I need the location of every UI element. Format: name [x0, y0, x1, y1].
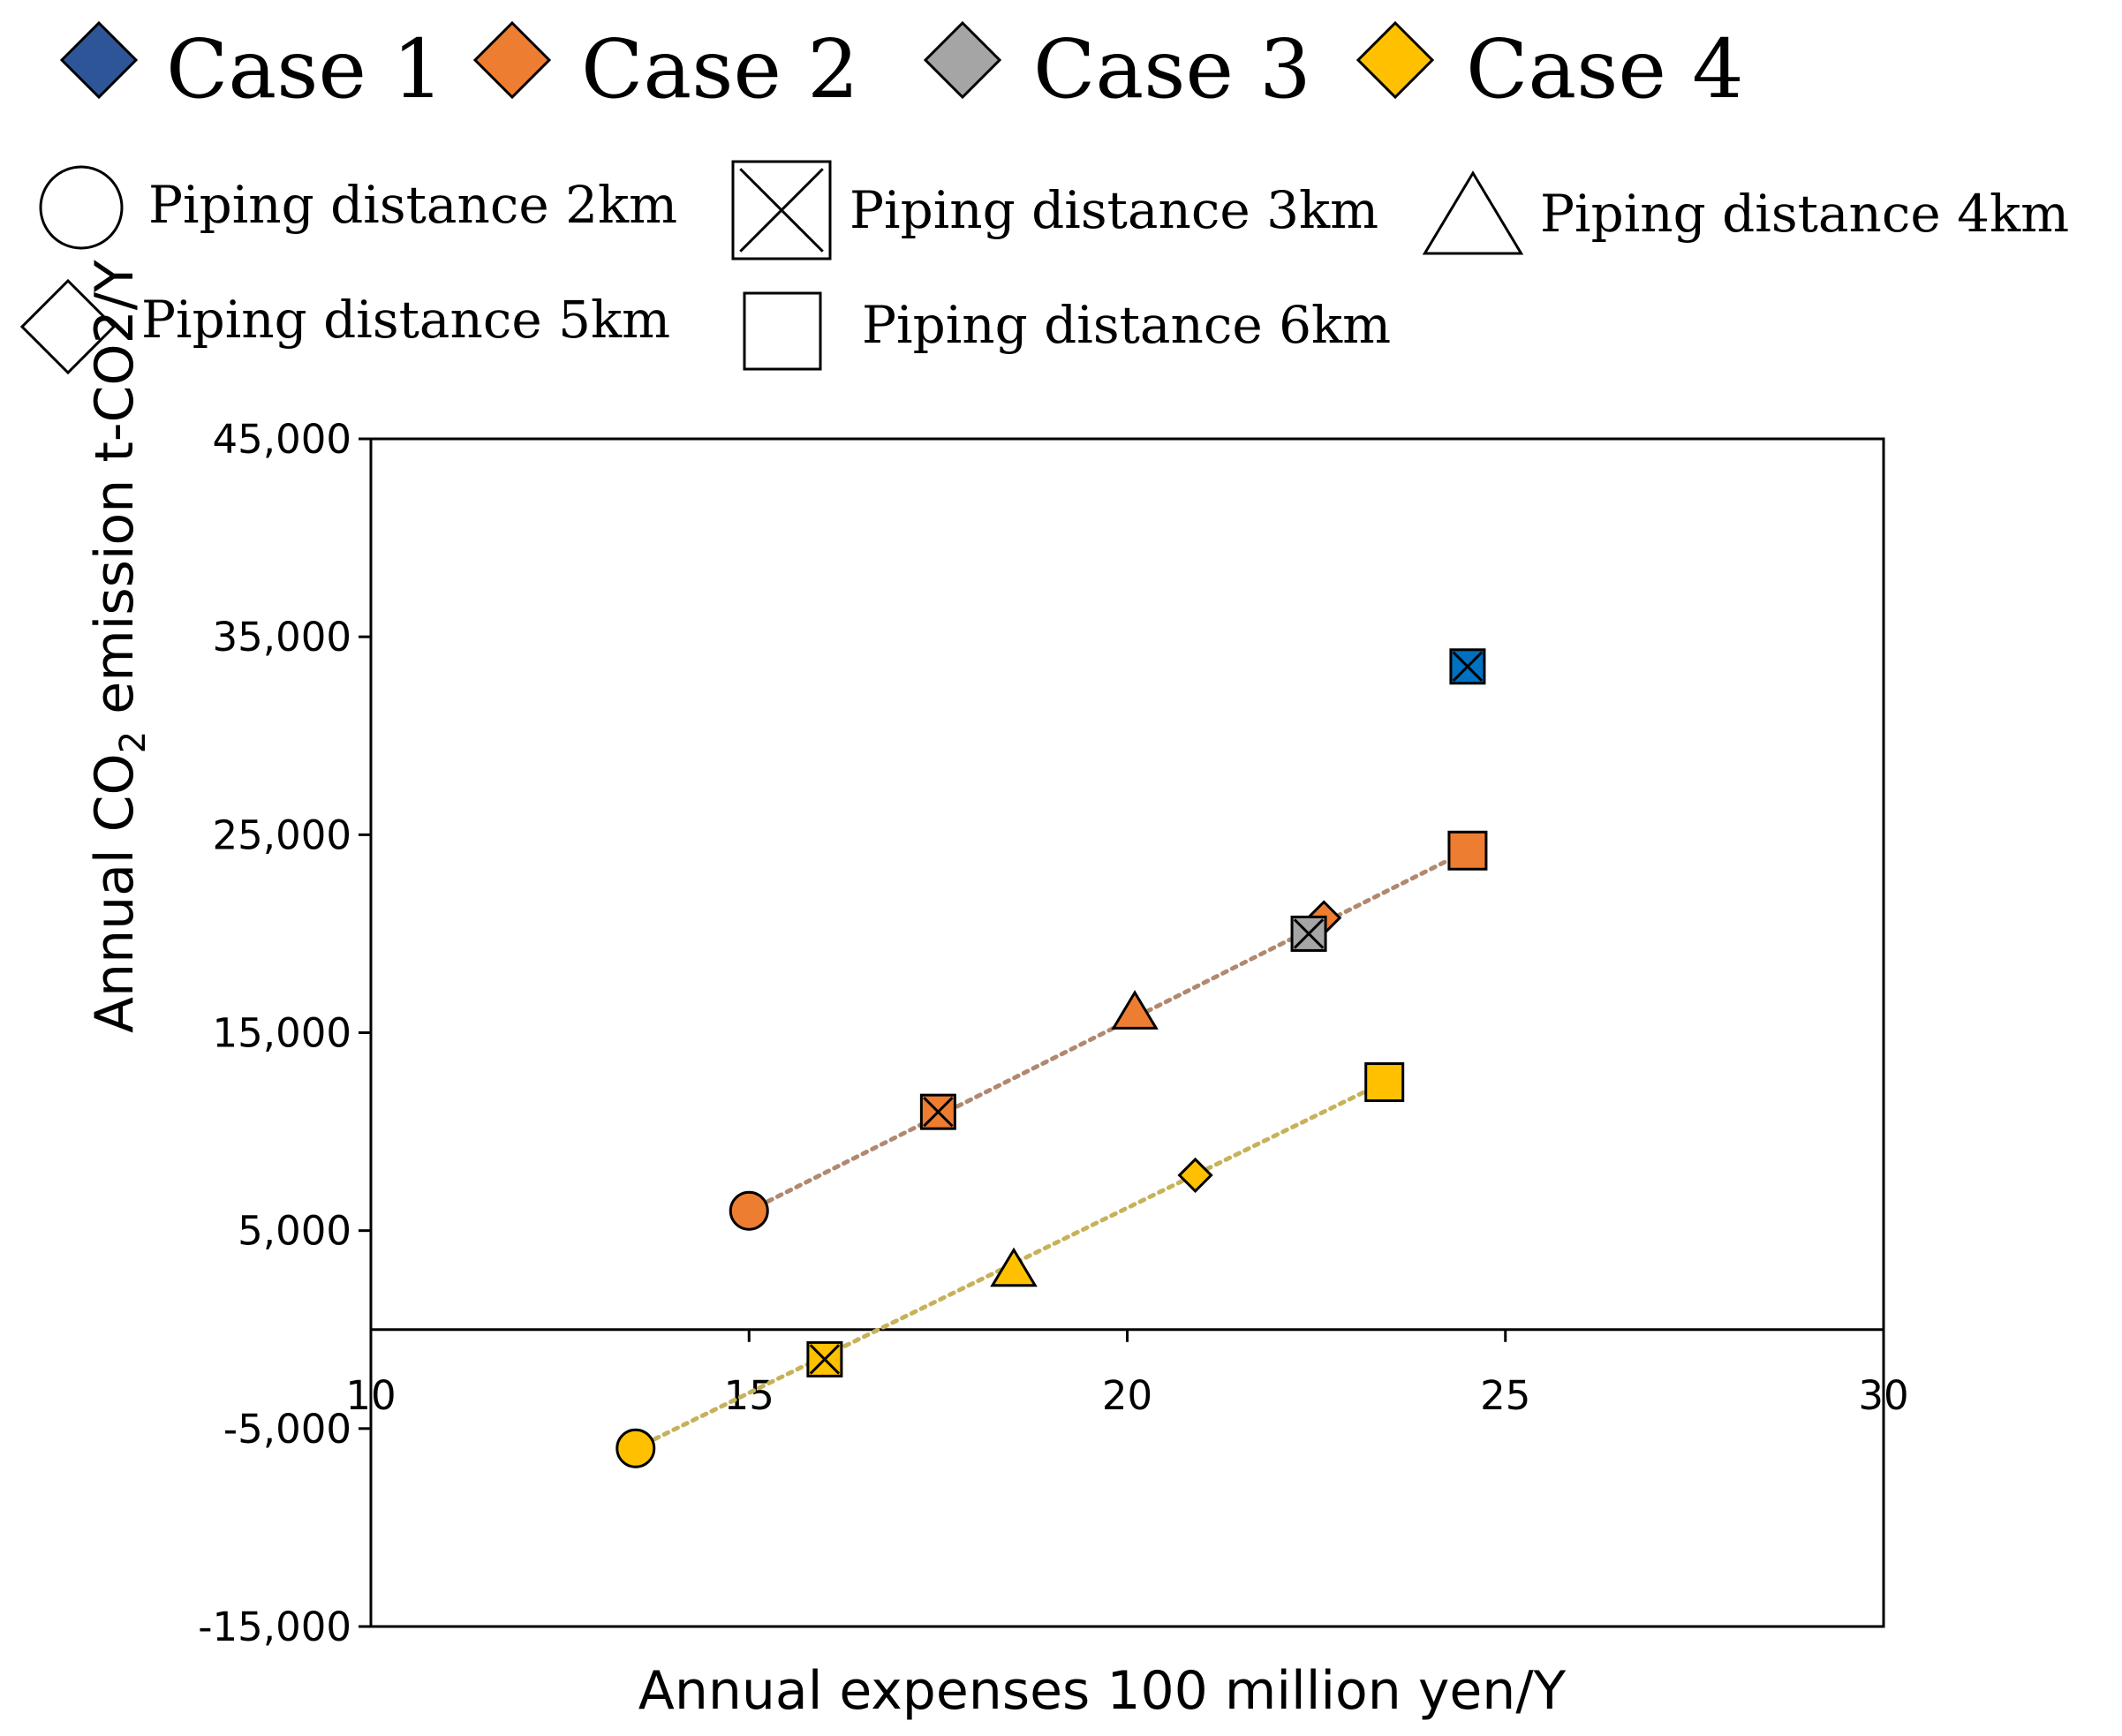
- data-point-case-4: [1364, 1062, 1405, 1103]
- legend-marker-circle: [39, 165, 124, 250]
- data-point-case-3: [1290, 915, 1327, 952]
- legend-marker-square: [743, 291, 822, 371]
- data-point-case-2: [919, 1093, 956, 1130]
- y-tick-label: -15,000: [198, 1604, 351, 1650]
- trendline-case-2: [746, 848, 1470, 1213]
- legend-case-marker: [1356, 20, 1435, 100]
- y-tick-label: 15,000: [213, 1010, 351, 1057]
- y-axis-label-subscript: 2: [113, 731, 154, 753]
- y-tick-label: 5,000: [238, 1208, 351, 1255]
- data-point-case-4: [1177, 1157, 1213, 1194]
- legend-marker-diamond: [19, 278, 117, 375]
- legend-case-marker: [59, 20, 139, 100]
- legend-case-label: Case 4: [1466, 22, 1744, 117]
- x-tick-label: 15: [724, 1372, 774, 1419]
- y-axis: 45,000 35,000 25,000 15,000 5,000 -5,000 -15,0…: [198, 416, 371, 1650]
- data-point-case-2: [1111, 990, 1159, 1030]
- y-tick-label: 25,000: [213, 811, 351, 858]
- data-point-case-2: [1447, 830, 1488, 871]
- x-tick-label: 25: [1480, 1372, 1530, 1419]
- x-axis: 10 15 20 25 30: [345, 1329, 1909, 1419]
- legend-case-label: Case 2: [581, 22, 859, 117]
- y-axis-label-suffix: emission t-CO2/Y: [84, 260, 146, 731]
- legend-marker-triangle: [1422, 170, 1524, 255]
- legend-marker-x-box: [731, 160, 832, 260]
- x-tick-label: 30: [1858, 1372, 1908, 1419]
- y-tick-label: 35,000: [213, 614, 351, 660]
- y-tick-label: -5,000: [223, 1406, 351, 1453]
- x-axis-label: Annual expenses 100 million yen/Y: [638, 1660, 1567, 1722]
- x-tick-label: 10: [345, 1372, 396, 1419]
- data-point-case-4: [990, 1247, 1038, 1287]
- data-point-case-4: [615, 1428, 656, 1468]
- legend-marker-label: Piping distance 3km: [850, 180, 1378, 240]
- legend-case-marker: [923, 20, 1002, 100]
- legend: Case 1 Case 2 Case 3 Case 4 Piping distance …: [19, 20, 2069, 375]
- plot-area: [369, 437, 1885, 1628]
- legend-marker-label: Piping distance 2km: [148, 175, 677, 235]
- legend-case-marker: [472, 20, 552, 100]
- data-point-case-1: [1449, 648, 1486, 685]
- legend-case-label: Case 3: [1033, 22, 1311, 117]
- trendlines: [633, 848, 1470, 1451]
- legend-case-label: Case 1: [166, 22, 444, 117]
- legend-marker-label: Piping distance 4km: [1540, 184, 2069, 244]
- y-tick-label: 45,000: [213, 416, 351, 463]
- y-axis-label: Annual CO2 emission t-CO2/Y: [84, 260, 154, 1033]
- legend-marker-label: Piping distance 6km: [862, 295, 1391, 355]
- data-point-case-4: [806, 1340, 843, 1377]
- y-axis-label-prefix: Annual CO: [84, 753, 146, 1033]
- data-point-case-2: [729, 1190, 769, 1231]
- x-tick-label: 20: [1102, 1372, 1152, 1419]
- legend-marker-label: Piping distance 5km: [141, 290, 670, 350]
- data-points: [615, 648, 1488, 1468]
